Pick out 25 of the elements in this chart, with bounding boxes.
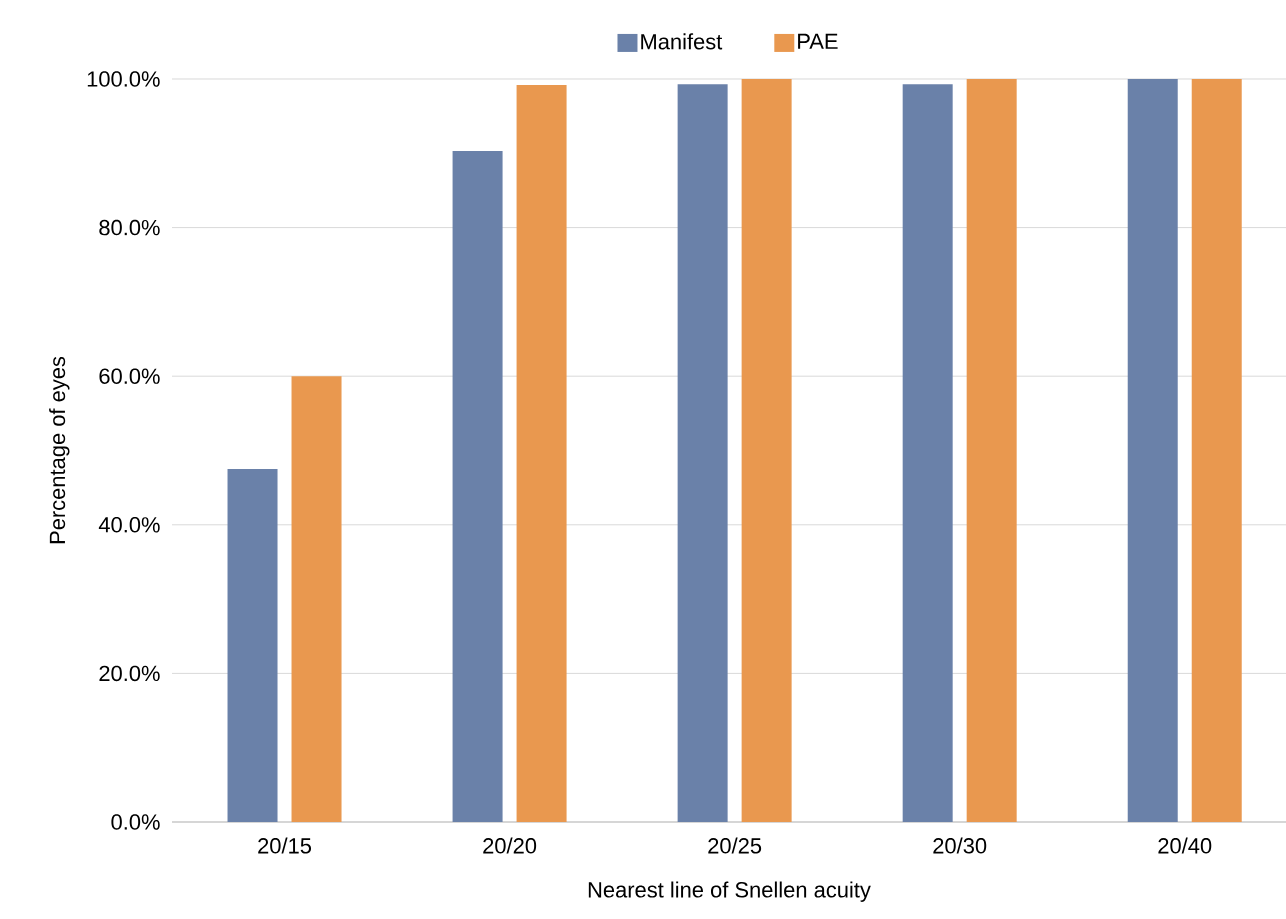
- x-tick-label: 20/20: [483, 837, 537, 854]
- y-tick-label: 40.0%: [98, 517, 160, 533]
- y-tick-label: 100.0%: [87, 71, 160, 87]
- bar: [291, 376, 342, 822]
- x-tick-label: 20/15: [258, 837, 312, 854]
- bar: [227, 469, 278, 822]
- legend-label: Manifest: [641, 33, 723, 50]
- x-tick-label: 20/25: [708, 837, 762, 854]
- y-tick-label: 60.0%: [99, 368, 160, 384]
- x-tick-label: 20/40: [1158, 837, 1212, 854]
- bar: [902, 84, 953, 822]
- bar: [452, 151, 503, 822]
- bar: [966, 78, 1017, 822]
- bar: [741, 78, 792, 822]
- y-tick-label: 80.0%: [99, 219, 160, 236]
- bar: [677, 84, 728, 822]
- x-axis-title: Nearest line of Snellen acuity: [588, 881, 871, 902]
- y-tick-label: 20.0%: [99, 665, 160, 682]
- x-tick-label: 20/30: [933, 837, 987, 854]
- y-tick-label: 0.0%: [111, 814, 160, 830]
- legend-label: PAE: [798, 33, 838, 49]
- bar: [1127, 78, 1178, 822]
- y-axis-title: Percentage of eyes: [49, 356, 70, 544]
- bar: [516, 84, 567, 822]
- bar: [1191, 78, 1242, 822]
